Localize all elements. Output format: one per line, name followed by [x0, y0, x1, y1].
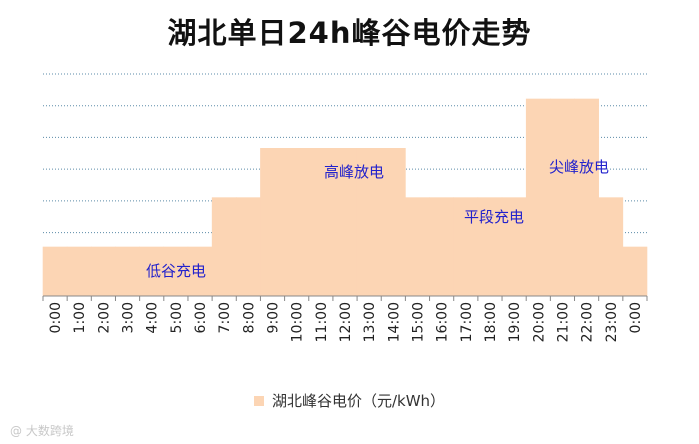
area-segment [525, 98, 551, 297]
area-segment [550, 98, 575, 297]
x-tick-label: 3:00 [121, 302, 137, 333]
area-segment [187, 246, 213, 296]
x-tick-label: 0:00 [628, 302, 644, 333]
x-tick-label: 0:00 [48, 302, 64, 333]
area-segment [598, 197, 624, 296]
x-tick-label: 19:00 [507, 302, 523, 342]
area-segment [501, 197, 527, 296]
x-tick-label: 6:00 [193, 302, 209, 333]
x-tick-label: 17:00 [459, 302, 475, 342]
x-tick-label: 18:00 [483, 302, 499, 342]
area-segment [405, 197, 430, 296]
x-tick-label: 7:00 [217, 302, 233, 333]
legend: 湖北峰谷电价（元/kWh） [0, 390, 699, 411]
area-segment [66, 246, 92, 296]
x-tick-label: 9:00 [266, 302, 282, 333]
x-tick-label: 1:00 [72, 302, 88, 333]
x-tick-label: 20:00 [531, 302, 547, 342]
area-segment [477, 197, 503, 296]
area-segment [308, 148, 334, 296]
x-tick-label: 2:00 [96, 302, 112, 333]
area-segment [211, 197, 237, 296]
x-tick-label: 10:00 [290, 302, 306, 342]
area-segment [91, 246, 116, 296]
x-tick-label: 12:00 [338, 302, 354, 342]
area-series [42, 98, 648, 297]
annotation-label: 高峰放电 [324, 163, 384, 181]
x-tick-label: 21:00 [555, 302, 571, 342]
x-tick-label: 15:00 [410, 302, 426, 342]
x-tick-label: 5:00 [169, 302, 185, 333]
area-segment [622, 246, 648, 296]
source-credit: @ 大数跨境 [10, 424, 74, 438]
x-tick-label: 14:00 [386, 302, 402, 342]
x-tick-label: 4:00 [145, 302, 161, 333]
x-tick-label: 16:00 [435, 302, 451, 342]
area-segment [453, 197, 479, 296]
x-tick-label: 13:00 [362, 302, 378, 342]
area-segment [163, 246, 189, 296]
area-segment [42, 246, 68, 296]
area-segment [115, 246, 140, 296]
x-tick-labels: 0:00 1:00 2:00 3:00 4:00 5:00 6:00 7:00 8:00 9:00… [48, 302, 644, 342]
annotation-label: 尖峰放电 [549, 158, 609, 176]
area-segment [332, 148, 358, 296]
area-segment [260, 148, 285, 296]
area-segment [284, 148, 310, 296]
area-segment [574, 98, 599, 297]
area-segment [139, 246, 165, 296]
x-tick-label: 22:00 [580, 302, 596, 342]
x-tick-label: 23:00 [604, 302, 620, 342]
annotation-label: 平段充电 [464, 208, 524, 226]
area-segment [235, 197, 261, 296]
annotation-label: 低谷充电 [146, 262, 206, 280]
legend-label: 湖北峰谷电价（元/kWh） [271, 392, 446, 410]
x-tick-label: 11:00 [314, 302, 330, 342]
area-segment [380, 148, 406, 296]
area-segment [429, 197, 455, 296]
legend-swatch [253, 395, 264, 406]
chart-title: 湖北单日24h峰谷电价走势 [167, 16, 532, 50]
x-axis [42, 295, 648, 301]
area-segment [356, 148, 382, 296]
x-tick-label: 8:00 [241, 302, 257, 333]
